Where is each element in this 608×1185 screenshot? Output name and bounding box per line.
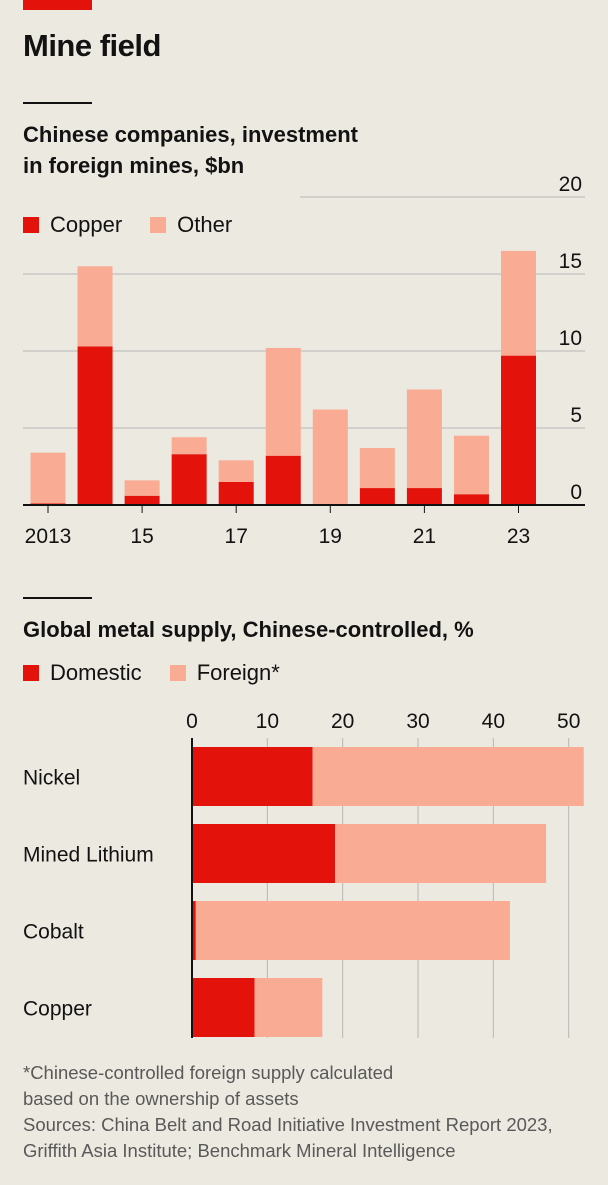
bar-copper-2023 — [501, 355, 536, 505]
chart1-title-line2: in foreign mines, $bn — [23, 153, 245, 178]
bar-other-2023 — [501, 250, 536, 356]
legend-label-foreign: Foreign* — [196, 660, 280, 685]
chart1-investment: 0 5 10 15 20 2013 15 17 19 21 23 — [23, 173, 585, 548]
footnote-line-2: based on the ownership of assets — [23, 1088, 299, 1109]
bar-domestic-mined-lithium — [192, 824, 336, 883]
legend-item-foreign: Foreign* — [169, 660, 280, 686]
bar-copper-2016 — [171, 454, 207, 505]
x-tick-label-10: 10 — [256, 710, 279, 733]
legend-label-other: Other — [177, 212, 233, 237]
sources-line-1: Sources: China Belt and Road Initiative … — [23, 1114, 553, 1135]
bar-copper-2021 — [406, 488, 442, 505]
bar-other-2014 — [77, 266, 113, 347]
x-tick-label-0: 0 — [186, 710, 198, 733]
y-tick-label-10: 10 — [559, 327, 582, 350]
bar-foreign-cobalt — [195, 901, 510, 960]
y-tick-label-20: 20 — [559, 173, 582, 196]
x-tick-label-30: 30 — [406, 710, 429, 733]
chart2-title-rule — [23, 597, 92, 599]
legend-item-other: Other — [150, 212, 232, 238]
bar-foreign-copper — [254, 978, 323, 1037]
y-tick-label-15: 15 — [559, 250, 582, 273]
chart1-legend: Copper Other — [23, 212, 260, 238]
bar-other-2017 — [218, 460, 254, 482]
bar-other-2018 — [265, 347, 301, 456]
bar-copper-2022 — [453, 494, 489, 505]
x-tick-label-2015: 15 — [130, 525, 153, 548]
category-label-nickel: Nickel — [23, 767, 80, 790]
top-accent-bar — [23, 0, 92, 10]
x-tick-label-2021: 21 — [413, 525, 436, 548]
category-label-mined-lithium: Mined Lithium — [23, 844, 154, 867]
bar-copper-2015 — [124, 495, 160, 505]
x-tick-label-2019: 19 — [319, 525, 342, 548]
category-label-cobalt: Cobalt — [23, 921, 84, 944]
bar-copper-2014 — [77, 346, 113, 505]
chart2-metal-supply: 0 10 20 30 40 50 Nickel Mined Lithium Cobalt Copp… — [23, 710, 584, 1038]
bar-other-2015 — [124, 480, 160, 496]
chart1-title-rule — [23, 102, 92, 104]
x-tick-label-50: 50 — [557, 710, 580, 733]
source-notes: *Chinese-controlled foreign supply calcu… — [23, 1060, 553, 1164]
x-tick-label-2013: 2013 — [25, 525, 72, 548]
bar-foreign-mined-lithium — [335, 824, 547, 883]
bar-other-2022 — [453, 435, 489, 495]
bar-domestic-cobalt — [192, 901, 196, 960]
x-tick-label-2017: 17 — [225, 525, 248, 548]
bar-copper-2017 — [218, 481, 254, 505]
headline: Mine field — [23, 28, 161, 63]
y-tick-label-0: 0 — [570, 481, 582, 504]
bar-other-2016 — [171, 437, 207, 455]
x-tick-label-20: 20 — [331, 710, 354, 733]
chart1-title-line1: Chinese companies, investment — [23, 122, 358, 147]
chart1-title: Chinese companies, investment in foreign… — [23, 119, 358, 181]
bar-other-2021 — [406, 389, 442, 489]
chart2-legend: Domestic Foreign* — [23, 660, 308, 686]
footnote-line-1: *Chinese-controlled foreign supply calcu… — [23, 1062, 394, 1083]
sources-line-2: Griffith Asia Institute; Benchmark Miner… — [23, 1140, 456, 1161]
bar-copper-2020 — [359, 488, 395, 505]
y-tick-label-5: 5 — [570, 404, 582, 427]
bar-foreign-nickel — [312, 747, 584, 806]
bar-other-2013 — [30, 452, 66, 504]
legend-swatch-copper — [23, 217, 39, 233]
bar-domestic-copper — [192, 978, 255, 1037]
legend-item-domestic: Domestic — [23, 660, 142, 686]
legend-item-copper: Copper — [23, 212, 122, 238]
x-tick-label-40: 40 — [482, 710, 505, 733]
bar-domestic-nickel — [192, 747, 313, 806]
bar-copper-2018 — [265, 455, 301, 505]
chart2-title: Global metal supply, Chinese-controlled,… — [23, 617, 474, 642]
legend-label-copper: Copper — [50, 212, 123, 237]
legend-swatch-domestic — [23, 665, 39, 681]
category-label-copper: Copper — [23, 998, 92, 1021]
legend-label-domestic: Domestic — [50, 660, 142, 685]
bar-other-2019 — [312, 409, 348, 505]
bar-other-2020 — [359, 448, 395, 489]
legend-swatch-other — [150, 217, 167, 233]
legend-swatch-foreign — [169, 665, 186, 681]
x-tick-label-2023: 23 — [507, 525, 530, 548]
